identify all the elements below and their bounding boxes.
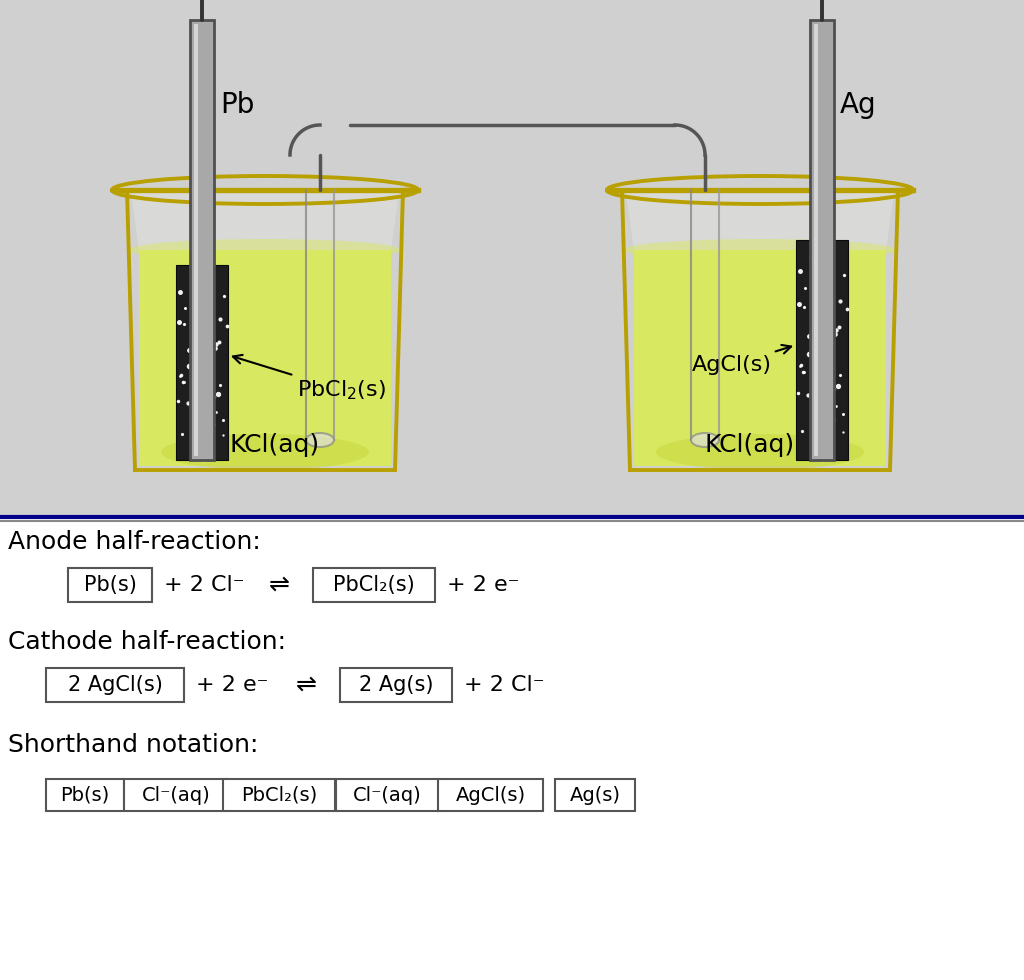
Ellipse shape xyxy=(161,434,369,470)
FancyBboxPatch shape xyxy=(46,668,184,702)
Text: 2 AgCl(s): 2 AgCl(s) xyxy=(68,675,163,695)
Text: Ag: Ag xyxy=(840,91,877,119)
FancyBboxPatch shape xyxy=(340,668,453,702)
FancyBboxPatch shape xyxy=(125,779,227,810)
Ellipse shape xyxy=(306,433,334,447)
Text: PbCl₂(s): PbCl₂(s) xyxy=(333,575,415,595)
Polygon shape xyxy=(131,192,399,250)
FancyBboxPatch shape xyxy=(0,0,1024,520)
Text: |: | xyxy=(236,784,243,806)
Text: Cl⁻(aq): Cl⁻(aq) xyxy=(353,786,422,805)
Text: Pb(s): Pb(s) xyxy=(60,786,110,805)
Ellipse shape xyxy=(656,434,864,470)
Text: 2 Ag(s): 2 Ag(s) xyxy=(359,675,433,695)
Polygon shape xyxy=(626,192,894,250)
Text: Cathode half-reaction:: Cathode half-reaction: xyxy=(8,630,286,654)
Text: Anode half-reaction:: Anode half-reaction: xyxy=(8,530,261,554)
Text: Ag(s): Ag(s) xyxy=(569,786,621,805)
Text: AgCl(s): AgCl(s) xyxy=(456,786,525,805)
Text: Cl⁻(aq): Cl⁻(aq) xyxy=(141,786,210,805)
FancyBboxPatch shape xyxy=(336,779,438,810)
Text: Pb: Pb xyxy=(220,91,254,119)
FancyBboxPatch shape xyxy=(555,779,635,810)
Text: |: | xyxy=(551,784,558,806)
FancyBboxPatch shape xyxy=(313,568,435,602)
Text: Pb(s): Pb(s) xyxy=(84,575,136,595)
Text: + 2 e⁻: + 2 e⁻ xyxy=(446,575,519,595)
Text: ‖: ‖ xyxy=(343,784,354,806)
Ellipse shape xyxy=(129,239,401,261)
Text: |: | xyxy=(132,784,139,806)
FancyBboxPatch shape xyxy=(46,779,124,810)
Text: + 2 Cl⁻: + 2 Cl⁻ xyxy=(164,575,245,595)
Ellipse shape xyxy=(691,433,719,447)
FancyBboxPatch shape xyxy=(68,568,153,602)
Text: Shorthand notation:: Shorthand notation: xyxy=(8,733,258,757)
FancyBboxPatch shape xyxy=(194,24,199,456)
Polygon shape xyxy=(139,250,391,466)
FancyBboxPatch shape xyxy=(796,240,848,460)
Ellipse shape xyxy=(624,239,896,261)
Text: |: | xyxy=(446,784,455,806)
Text: + 2 e⁻: + 2 e⁻ xyxy=(197,675,268,695)
Text: + 2 Cl⁻: + 2 Cl⁻ xyxy=(464,675,545,695)
Text: AgCl(s): AgCl(s) xyxy=(692,345,792,375)
FancyBboxPatch shape xyxy=(190,20,214,460)
Text: PbCl₂(s): PbCl₂(s) xyxy=(241,786,317,805)
Text: PbCl$_2$(s): PbCl$_2$(s) xyxy=(232,355,386,402)
FancyBboxPatch shape xyxy=(176,265,228,460)
FancyBboxPatch shape xyxy=(810,20,834,460)
FancyBboxPatch shape xyxy=(814,24,818,456)
Polygon shape xyxy=(634,250,886,466)
Text: ⇌: ⇌ xyxy=(269,573,290,597)
FancyBboxPatch shape xyxy=(0,518,1024,980)
Text: KCl(aq): KCl(aq) xyxy=(230,433,321,457)
Text: KCl(aq): KCl(aq) xyxy=(705,433,795,457)
FancyBboxPatch shape xyxy=(438,779,543,810)
FancyBboxPatch shape xyxy=(223,779,335,810)
Text: ⇌: ⇌ xyxy=(296,673,317,697)
